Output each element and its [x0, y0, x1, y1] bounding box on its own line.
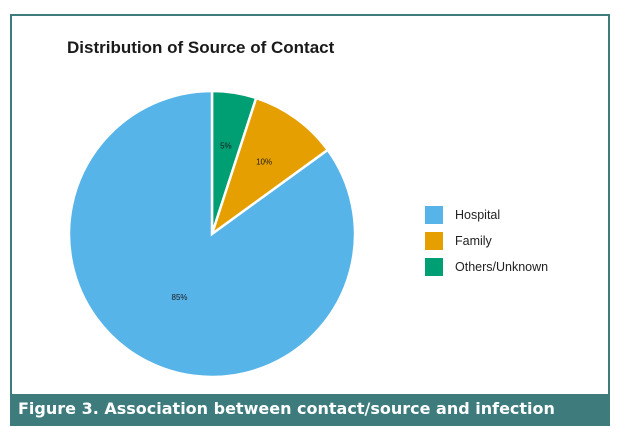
figure-caption: Figure 3. Association between contact/so…	[12, 394, 608, 424]
pie-chart: 5% 10% 85%	[67, 89, 357, 379]
slice-label-hospital: 85%	[172, 293, 188, 302]
pie-slice-family	[209, 96, 330, 238]
legend-label: Others/Unknown	[455, 260, 549, 274]
slice-label-others-unknown: 5%	[220, 142, 232, 151]
legend-swatch	[425, 232, 443, 250]
pie-slice-hospital	[67, 89, 357, 379]
chart-legend: Hospital Family Others/Unknown	[425, 202, 548, 280]
figure-frame: Distribution of Source of Contact 5% 10% 8…	[10, 14, 610, 426]
legend-label: Family	[455, 234, 492, 248]
slice-label-family: 10%	[256, 157, 272, 166]
legend-label: Hospital	[455, 208, 501, 222]
chart-title: Distribution of Source of Contact	[67, 38, 335, 57]
legend-item-others-unknown: Others/Unknown	[425, 254, 548, 280]
legend-swatch	[425, 258, 443, 276]
legend-swatch	[425, 206, 443, 224]
legend-item-family: Family	[425, 228, 548, 254]
legend-item-hospital: Hospital	[425, 202, 548, 228]
